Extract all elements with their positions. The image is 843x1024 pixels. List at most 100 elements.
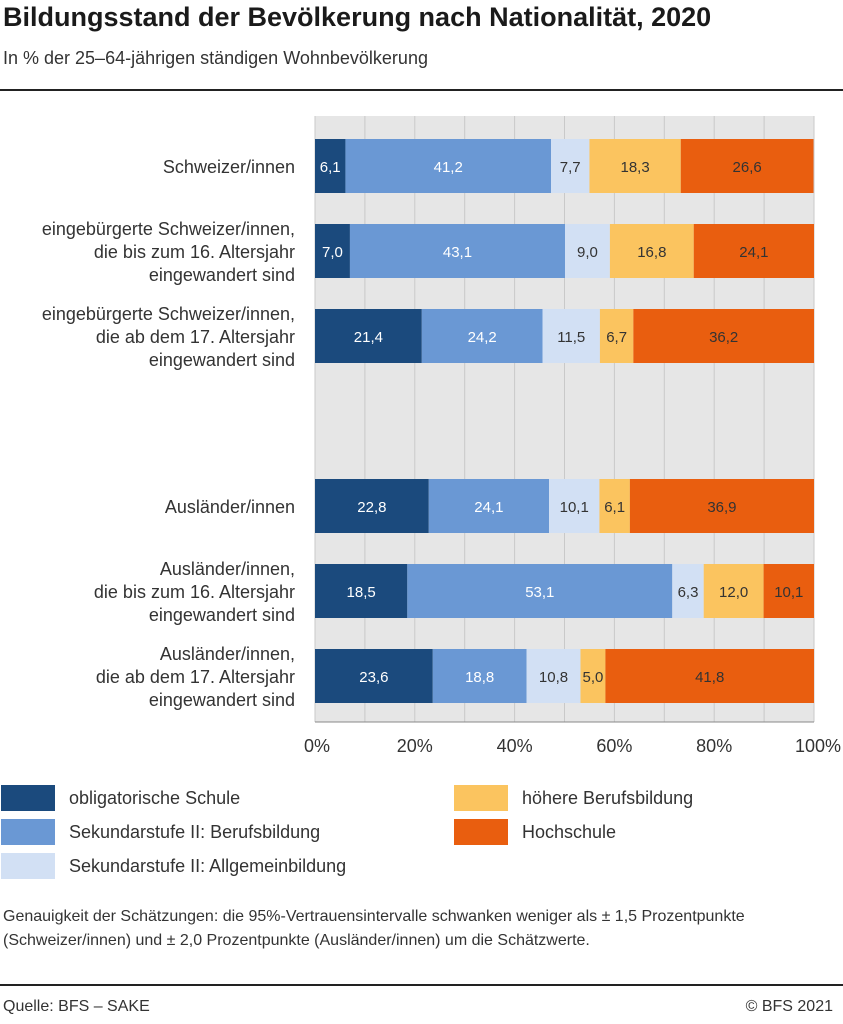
bar-segment: [564, 224, 610, 278]
legend-item: höhere Berufsbildung: [454, 784, 693, 812]
bottom-divider: [0, 984, 843, 986]
bar-value-label: 23,6: [359, 669, 388, 686]
category-label-line: die bis zum 16. Altersjahr: [94, 242, 295, 262]
bar-value-label: 6,1: [320, 159, 341, 176]
source-label: Quelle: BFS – SAKE: [3, 998, 150, 1015]
bar-value-label: 10,8: [539, 669, 568, 686]
bar-value-label: 36,9: [707, 499, 736, 516]
bar-value-label: 6,3: [678, 584, 699, 601]
bar-segment: [633, 309, 814, 363]
bar-value-label: 36,2: [709, 329, 738, 346]
category-label-line: Ausländer/innen,: [160, 644, 295, 664]
bar-value-label: 21,4: [354, 329, 383, 346]
bar-value-label: 22,8: [357, 499, 386, 516]
bar-segment: [703, 564, 764, 618]
x-tick-label: 0%: [304, 736, 330, 756]
bar-segment: [693, 224, 814, 278]
legend-item: Sekundarstufe II: Berufsbildung: [1, 818, 320, 846]
x-tick-label: 60%: [596, 736, 632, 756]
legend-swatch: [1, 853, 55, 879]
bar-value-label: 5,0: [583, 669, 604, 686]
legend-swatch: [454, 819, 508, 845]
bar-segment: [526, 649, 581, 703]
bar-value-label: 26,6: [733, 159, 762, 176]
legend-label: Hochschule: [522, 821, 617, 842]
bar-segment: [315, 479, 429, 533]
legend-swatch: [454, 785, 508, 811]
stacked-bar-chart: 6,1 41,2 7,7 18,3 26,6 Schweizer/innen 7,0 43,1…: [42, 116, 841, 756]
bar-value-label: 11,5: [557, 329, 585, 346]
bar-segment: [315, 224, 350, 278]
bar-value-label: 18,3: [621, 159, 650, 176]
x-tick-label: 80%: [696, 736, 732, 756]
bar-segment: [315, 139, 346, 193]
bar-segment: [599, 479, 630, 533]
x-tick-label: 20%: [397, 736, 433, 756]
bar-value-label: 41,2: [434, 159, 463, 176]
footnote: Genauigkeit der Schätzungen: die 95%-Ver…: [3, 908, 745, 949]
bar-segment: [407, 564, 673, 618]
legend-item: obligatorische Schule: [1, 784, 240, 812]
legend-swatch: [1, 785, 55, 811]
top-divider: [0, 89, 843, 91]
bar-segment: [589, 139, 681, 193]
chart-title: Bildungsstand der Bevölkerung nach Natio…: [3, 2, 712, 32]
category-label: Ausländer/innen, die bis zum 16. Altersja…: [94, 559, 295, 625]
bar-segment: [599, 309, 634, 363]
category-label: eingebürgerte Schweizer/innen, die bis zu…: [42, 219, 295, 285]
bar-value-label: 7,0: [322, 244, 343, 261]
bar-segment: [315, 649, 433, 703]
category-label-line: die ab dem 17. Altersjahr: [96, 327, 295, 347]
bar-segment: [349, 224, 565, 278]
legend-label: höhere Berufsbildung: [522, 787, 694, 808]
bar-segment: [315, 309, 422, 363]
bar-segment: [345, 139, 552, 193]
bar-value-label: 12,0: [719, 584, 748, 601]
legend-item: Sekundarstufe II: Allgemeinbildung: [1, 852, 346, 880]
bar-value-label: 10,1: [774, 584, 803, 601]
bar-segment: [680, 139, 814, 193]
bar-value-label: 6,7: [606, 329, 627, 346]
copyright-label: © BFS 2021: [745, 998, 833, 1015]
bar-value-label: 18,5: [347, 584, 376, 601]
bar-segment: [605, 649, 814, 703]
bar-segment: [551, 139, 590, 193]
category-label-line: eingewandert sind: [149, 690, 295, 710]
bar-segment: [421, 309, 543, 363]
bar-segment: [763, 564, 814, 618]
bar-segment: [549, 479, 600, 533]
category-label: Schweizer/innen: [163, 157, 295, 177]
legend-label: Sekundarstufe II: Berufsbildung: [69, 821, 321, 842]
x-tick-label: 40%: [497, 736, 533, 756]
category-label: Ausländer/innen, die ab dem 17. Altersjah…: [96, 644, 295, 710]
category-label-line: Schweizer/innen: [163, 157, 295, 177]
bar-segment: [315, 564, 408, 618]
bar-value-label: 24,2: [468, 329, 497, 346]
bar-value-label: 6,1: [604, 499, 625, 516]
bar-value-label: 24,1: [739, 244, 768, 261]
legend-swatch: [1, 819, 55, 845]
category-label-line: Ausländer/innen: [165, 497, 295, 517]
category-label-line: eingewandert sind: [149, 350, 295, 370]
bar-value-label: 18,8: [465, 669, 494, 686]
category-label-line: die ab dem 17. Altersjahr: [96, 667, 295, 687]
bar-value-label: 7,7: [560, 159, 581, 176]
category-label-line: eingewandert sind: [149, 605, 295, 625]
bar-segment: [432, 649, 527, 703]
bar-value-label: 10,1: [560, 499, 589, 516]
bar-segment: [629, 479, 814, 533]
category-label-line: eingebürgerte Schweizer/innen,: [42, 219, 295, 239]
bar-value-label: 24,1: [474, 499, 503, 516]
bar-value-label: 9,0: [577, 244, 598, 261]
category-label-line: Ausländer/innen,: [160, 559, 295, 579]
category-label-line: die bis zum 16. Altersjahr: [94, 582, 295, 602]
bar-segment: [428, 479, 550, 533]
bar-segment: [580, 649, 606, 703]
category-label: Ausländer/innen: [165, 497, 295, 517]
bar-value-label: 53,1: [525, 584, 554, 601]
legend-label: obligatorische Schule: [69, 787, 241, 808]
bar-value-label: 41,8: [695, 669, 724, 686]
bar-value-label: 43,1: [443, 244, 472, 261]
chart-subtitle: In % der 25–64-jährigen ständigen Wohnbe…: [3, 48, 428, 68]
legend-item: Hochschule: [454, 818, 616, 846]
